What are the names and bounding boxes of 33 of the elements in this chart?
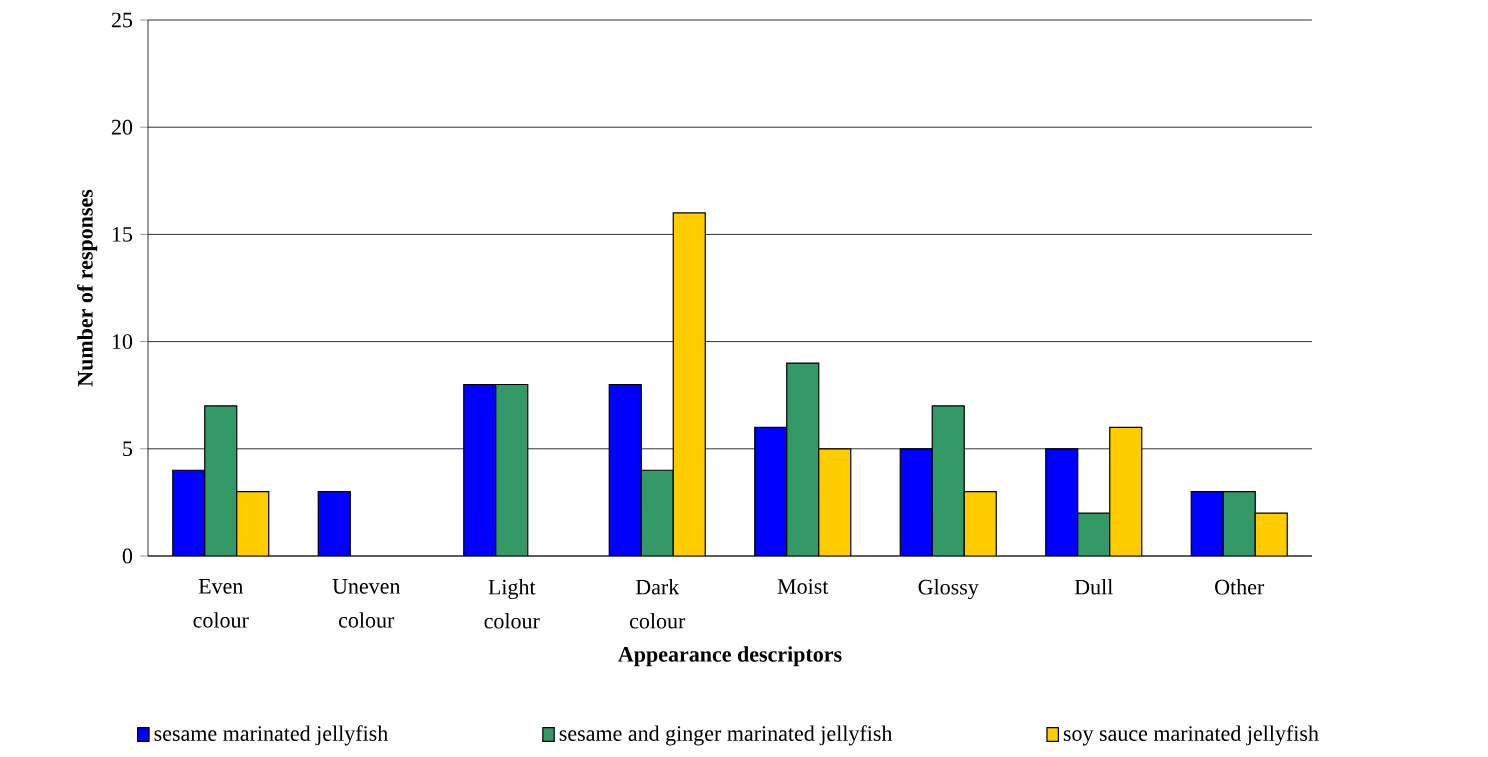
bar <box>317 491 351 556</box>
y-tick-label: 10 <box>112 334 133 350</box>
bar <box>1190 491 1224 556</box>
y-tick-label: 5 <box>123 441 133 457</box>
x-tick-label: Moist <box>777 579 829 594</box>
bar <box>1254 512 1288 556</box>
legend-label: sesame marinated jellyfish <box>154 725 388 746</box>
x-tick-label: Other <box>1215 579 1265 595</box>
bar <box>963 491 997 556</box>
y-axis-title: Number of responses <box>77 189 98 387</box>
x-tick-label: Even colour <box>193 579 249 628</box>
bar <box>1045 448 1079 556</box>
x-tick-label: Uneven colour <box>332 579 401 628</box>
x-tick-label: Glossy <box>918 579 979 600</box>
y-tick-label: 0 <box>122 548 133 564</box>
bar <box>899 448 933 556</box>
bar <box>672 212 706 556</box>
bar <box>1109 426 1143 556</box>
legend-label: soy sauce marinated jellyfish <box>1063 725 1319 746</box>
bar <box>754 426 788 556</box>
x-tick-label: Light colour <box>484 579 540 629</box>
bar <box>463 383 497 556</box>
x-tick-label: Dark colour <box>630 579 686 629</box>
bar <box>236 491 270 556</box>
bar <box>608 383 642 556</box>
y-tick-label: 15 <box>112 227 133 242</box>
legend-label: sesame and ginger marinated jellyfish <box>559 725 893 746</box>
y-tick-label: 25 <box>111 12 133 28</box>
bar <box>172 469 206 556</box>
x-axis-title: Appearance descriptors <box>618 646 842 667</box>
bar <box>818 448 852 556</box>
x-tick-label: Dull <box>1074 579 1113 595</box>
y-tick-label: 20 <box>111 119 133 135</box>
